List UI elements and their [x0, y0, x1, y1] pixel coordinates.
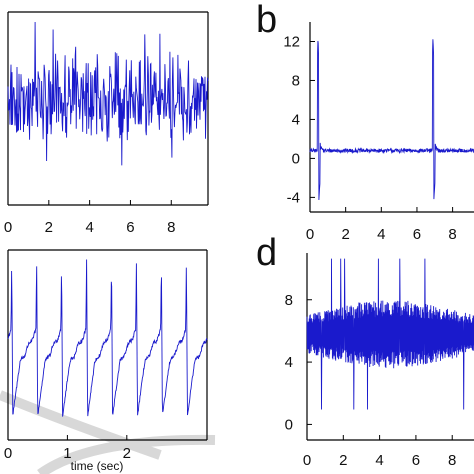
panel-d-letter: d	[256, 232, 277, 274]
panel-b-x-tick-label: 6	[413, 226, 421, 243]
panel-d-y-tick-label: 4	[285, 354, 293, 371]
panel-a-trace	[7, 21, 209, 166]
panel-c-ticks: 0 1 2	[4, 435, 131, 462]
panel-c-chart: 0 1 2 time (sec)	[4, 249, 208, 473]
panel-b-letter: b	[256, 0, 277, 41]
panel-d-x-tick-label: 0	[303, 452, 311, 469]
panel-c-x-tick-label: 0	[4, 445, 12, 462]
panel-a-x-tick-label: 8	[167, 219, 175, 236]
panel-c-x-tick-label: 1	[63, 445, 71, 462]
panel-a-frame	[7, 11, 209, 206]
panel-a-ticks: 0 2 4 6 8	[4, 200, 175, 236]
panel-b-y-tick-label: 4	[292, 111, 300, 128]
panel-c-marks	[7, 259, 208, 417]
panel-b-y-tick-label: 8	[292, 72, 300, 89]
panel-b-x-tick-label: 8	[448, 226, 456, 243]
panel-a-x-tick-label: 4	[85, 219, 93, 236]
panel-d-ticks: 0 2 4 6 8 8 4 0	[285, 292, 457, 469]
panel-d-chart: 0 2 4 6 8 8 4 0 d	[256, 232, 474, 469]
panel-d-x-tick-label: 8	[448, 452, 456, 469]
panel-b-x-tick-label: 0	[306, 226, 314, 243]
panel-b-x-tick-label: 4	[377, 226, 385, 243]
panel-b-x-tick-label: 2	[341, 226, 349, 243]
panel-b-y-tick-label: 0	[292, 150, 300, 167]
panel-b-trace	[309, 39, 474, 201]
panel-c-trace	[7, 259, 208, 417]
panel-a-marks	[7, 21, 209, 166]
panel-a-x-tick-label: 2	[45, 219, 53, 236]
panel-b-y-tick-label: 12	[283, 33, 300, 50]
panel-a-x-tick-label: 6	[126, 219, 134, 236]
panel-b-y-tick-label: -4	[287, 189, 300, 206]
panel-d-trace	[306, 258, 474, 410]
panel-a-x-tick-label: 0	[4, 219, 12, 236]
panel-b-marks	[309, 39, 474, 201]
panel-c-frame	[7, 249, 208, 441]
panel-a-chart: 0 2 4 6 8	[4, 11, 209, 236]
panel-c-x-tick-label: 2	[123, 445, 131, 462]
panel-b-ticks: 0 2 4 6 8 12 8 4 0 -4	[283, 33, 456, 243]
panel-d-y-tick-label: 0	[285, 416, 293, 433]
panel-d-x-tick-label: 4	[375, 452, 383, 469]
panel-b-frame	[309, 22, 474, 213]
panel-d-x-tick-label: 2	[339, 452, 347, 469]
panel-d-x-tick-label: 6	[412, 452, 420, 469]
panel-d-marks	[306, 258, 474, 410]
panel-d-y-tick-label: 8	[285, 292, 293, 309]
panel-c-x-axis-title: time (sec)	[71, 459, 124, 473]
panel-b-chart: 0 2 4 6 8 12 8 4 0 -4 b	[256, 0, 474, 243]
